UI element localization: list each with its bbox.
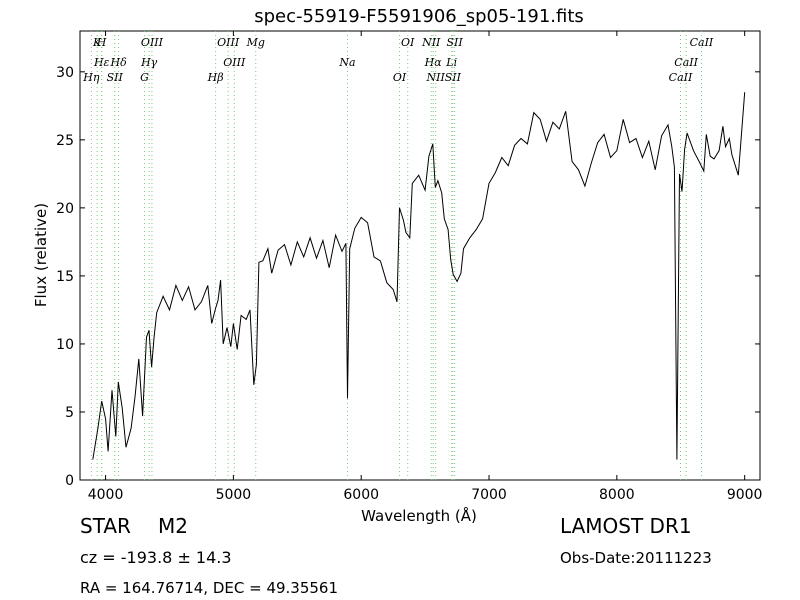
coordinates: RA = 164.76714, DEC = 49.35561 bbox=[80, 579, 339, 597]
obs-date: Obs-Date:20111223 bbox=[560, 549, 712, 567]
line-marker-label: G bbox=[140, 71, 149, 84]
x-axis-label: Wavelength (Å) bbox=[361, 506, 477, 525]
y-axis-label: Flux (relative) bbox=[32, 203, 50, 307]
line-marker-label: OIII bbox=[223, 56, 246, 69]
y-tick-label: 25 bbox=[56, 133, 74, 149]
line-marker-label: Hη bbox=[82, 71, 100, 84]
line-marker-label: Li bbox=[445, 56, 457, 69]
cz-value: cz = -193.8 ± 14.3 bbox=[80, 548, 232, 567]
y-tick-label: 0 bbox=[65, 473, 74, 489]
line-marker-label: Mg bbox=[246, 36, 265, 49]
x-tick-label: 8000 bbox=[599, 487, 635, 503]
survey-label: LAMOST DR1 bbox=[560, 514, 692, 538]
line-marker-label: OIII bbox=[141, 36, 164, 49]
x-tick-label: 9000 bbox=[727, 487, 763, 503]
y-tick-label: 15 bbox=[56, 269, 74, 285]
x-tick-label: 5000 bbox=[216, 487, 252, 503]
axis-ticks: 4000 5000 6000 7000 8000 9000 0 5 10 15 20 25 30 bbox=[56, 31, 762, 503]
line-marker-label: CaII bbox=[674, 56, 698, 69]
y-tick-label: 30 bbox=[56, 65, 74, 81]
line-markers: KHεHηHHδSIIOIIIHγGOIIIOIIIHβMgNaOIOIHαSI… bbox=[82, 31, 714, 480]
line-marker-label: CaII bbox=[690, 36, 714, 49]
chart-title: spec-55919-F5591906_sp05-191.fits bbox=[254, 6, 584, 27]
class-label: STAR bbox=[80, 514, 131, 538]
line-marker-label: SII bbox=[445, 71, 462, 84]
y-tick-label: 20 bbox=[56, 201, 74, 217]
x-tick-label: 7000 bbox=[471, 487, 507, 503]
line-marker-label: SII bbox=[447, 36, 464, 49]
line-marker-label: K bbox=[92, 36, 102, 49]
x-tick-label: 4000 bbox=[88, 487, 124, 503]
x-tick-label: 6000 bbox=[343, 487, 379, 503]
line-marker-label: Hα bbox=[424, 56, 443, 69]
line-marker-label: Hδ bbox=[109, 56, 127, 69]
line-marker-label: Hγ bbox=[140, 56, 158, 69]
line-marker-label: Hβ bbox=[207, 71, 224, 84]
line-marker-label: CaII bbox=[669, 71, 693, 84]
line-marker-label: SII bbox=[107, 71, 124, 84]
line-marker-label: NII bbox=[421, 36, 441, 49]
subclass-label: M2 bbox=[158, 514, 188, 538]
y-tick-label: 5 bbox=[65, 405, 74, 421]
y-tick-label: 10 bbox=[56, 337, 74, 353]
line-marker-label: NII bbox=[426, 71, 446, 84]
line-marker-label: Na bbox=[338, 56, 355, 69]
line-marker-label: Hε bbox=[93, 56, 110, 69]
plot-area bbox=[79, 30, 761, 481]
spectrum-line bbox=[92, 92, 746, 460]
line-marker-label: OI bbox=[393, 71, 407, 84]
line-marker-label: H bbox=[96, 36, 107, 49]
line-marker-label: OIII bbox=[217, 36, 240, 49]
line-marker-label: OI bbox=[401, 36, 415, 49]
